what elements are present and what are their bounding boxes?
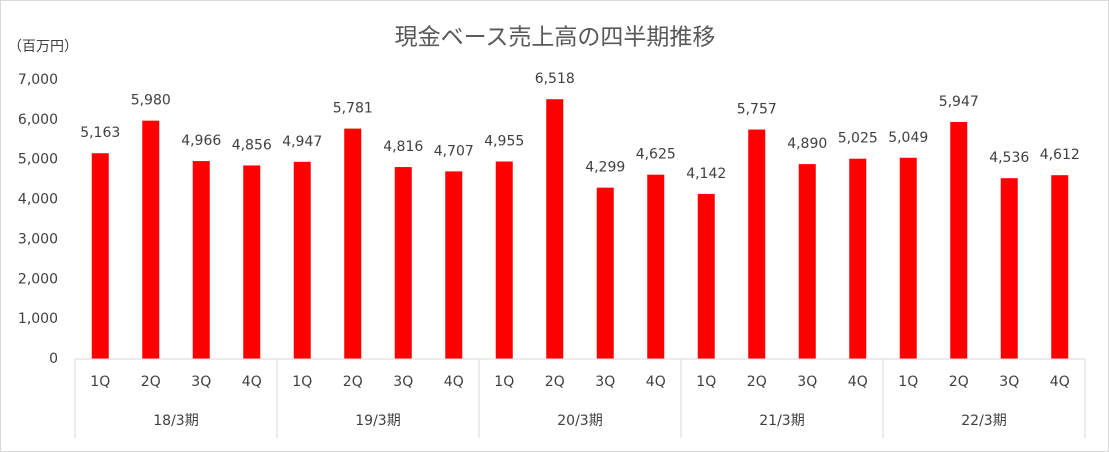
x-tick-label: 2Q <box>343 374 363 390</box>
bar <box>142 120 160 359</box>
y-tick-label: 2,000 <box>18 271 58 287</box>
value-label: 5,980 <box>131 93 171 109</box>
value-label: 5,163 <box>80 125 120 141</box>
x-tick-label: 4Q <box>1050 374 1070 390</box>
x-tick-label: 3Q <box>999 374 1019 390</box>
x-tick-label: 1Q <box>90 374 110 390</box>
value-label: 4,947 <box>282 134 322 150</box>
value-label: 5,781 <box>333 101 373 117</box>
group-label: 18/3期 <box>153 413 198 429</box>
bar <box>192 161 210 359</box>
x-tick-label: 3Q <box>595 374 615 390</box>
group-label: 22/3期 <box>961 413 1006 429</box>
value-label: 4,612 <box>1040 147 1080 163</box>
bar <box>445 171 463 359</box>
chart-title: 現金ベース売上高の四半期推移 <box>395 25 716 51</box>
value-label: 4,890 <box>787 136 827 152</box>
y-tick-label: 7,000 <box>18 72 58 88</box>
bar <box>1051 175 1069 359</box>
value-label: 4,625 <box>636 147 676 163</box>
value-label: 4,299 <box>585 160 625 176</box>
y-tick-label: 0 <box>49 351 58 367</box>
group-label: 20/3期 <box>557 413 602 429</box>
y-tick-label: 5,000 <box>18 152 58 168</box>
x-tick-label: 2Q <box>545 374 565 390</box>
x-tick-label: 4Q <box>646 374 666 390</box>
x-tick-label: 4Q <box>242 374 262 390</box>
value-label: 4,966 <box>181 133 221 149</box>
y-tick-label: 4,000 <box>18 192 58 208</box>
value-label: 5,049 <box>888 130 928 146</box>
bar <box>495 161 513 359</box>
x-tick-label: 3Q <box>797 374 817 390</box>
bar <box>243 165 261 359</box>
y-tick-label: 1,000 <box>18 311 58 327</box>
bar <box>344 128 362 359</box>
value-label: 4,707 <box>434 143 474 159</box>
x-tick-label: 1Q <box>292 374 312 390</box>
bar <box>849 158 867 359</box>
y-axis-label: （百万円） <box>8 39 78 55</box>
bar <box>950 121 968 359</box>
bar <box>596 187 614 359</box>
x-tick-label: 2Q <box>141 374 161 390</box>
bar <box>1000 178 1018 359</box>
x-tick-label: 4Q <box>848 374 868 390</box>
group-label: 19/3期 <box>355 413 400 429</box>
x-tick-label: 1Q <box>494 374 514 390</box>
value-label: 5,025 <box>838 131 878 147</box>
y-tick-label: 3,000 <box>18 231 58 247</box>
x-tick-label: 1Q <box>696 374 716 390</box>
bar <box>899 157 917 359</box>
value-label: 4,536 <box>989 150 1029 166</box>
x-tick-label: 2Q <box>949 374 969 390</box>
value-label: 5,947 <box>939 94 979 110</box>
bar <box>798 164 816 359</box>
value-label: 6,518 <box>535 71 575 87</box>
bar <box>697 193 715 359</box>
x-tick-label: 2Q <box>747 374 767 390</box>
group-label: 21/3期 <box>759 413 804 429</box>
value-label: 4,955 <box>484 134 524 150</box>
bar <box>748 129 766 359</box>
x-tick-label: 3Q <box>393 374 413 390</box>
bar <box>647 174 665 359</box>
bar <box>546 99 564 359</box>
bar <box>91 153 109 359</box>
x-tick-label: 1Q <box>898 374 918 390</box>
y-tick-label: 6,000 <box>18 112 58 128</box>
x-tick-label: 3Q <box>191 374 211 390</box>
value-label: 4,816 <box>383 139 423 155</box>
value-label: 4,856 <box>232 137 272 153</box>
value-label: 5,757 <box>737 102 777 118</box>
x-tick-label: 4Q <box>444 374 464 390</box>
bar <box>394 167 412 359</box>
value-label: 4,142 <box>686 166 726 182</box>
bar <box>293 161 311 359</box>
